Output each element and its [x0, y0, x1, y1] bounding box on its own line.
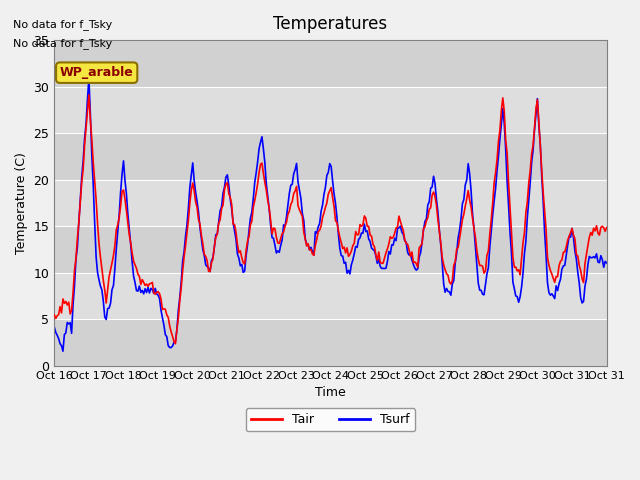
Bar [54, 226, 607, 273]
Tsurf [603, 260, 611, 266]
Bar [54, 133, 607, 180]
Tair [85, 92, 93, 97]
Y-axis label: Temperature (C): Temperature (C) [15, 152, 28, 254]
Title: Temperatures: Temperatures [273, 15, 388, 33]
Line: Tsurf: Tsurf [54, 78, 607, 351]
Tsurf [529, 147, 537, 153]
X-axis label: Time: Time [315, 386, 346, 399]
Tair [51, 312, 58, 318]
Text: No data for f_Tsky: No data for f_Tsky [13, 38, 112, 49]
Text: WP_arable: WP_arable [60, 66, 134, 79]
Tsurf [337, 253, 345, 259]
Tsurf [90, 182, 97, 188]
Tsurf [51, 324, 58, 330]
Bar [54, 40, 607, 87]
Tsurf [70, 283, 78, 289]
Bar [54, 273, 607, 319]
Tair [602, 228, 609, 234]
Tsurf [85, 75, 93, 81]
Tair [447, 281, 454, 287]
Line: Tair: Tair [54, 95, 607, 344]
Text: No data for f_Tsky: No data for f_Tsky [13, 19, 112, 30]
Bar [54, 319, 607, 366]
Tair [69, 290, 77, 296]
Tair [529, 142, 537, 148]
Tsurf [447, 292, 454, 298]
Tair [88, 136, 95, 142]
Tair [172, 341, 179, 347]
Tair [603, 225, 611, 230]
Tsurf [602, 259, 609, 264]
Bar [54, 87, 607, 133]
Tsurf [59, 348, 67, 354]
Legend: Tair, Tsurf: Tair, Tsurf [246, 408, 415, 432]
Bar [54, 180, 607, 226]
Tair [337, 240, 345, 245]
